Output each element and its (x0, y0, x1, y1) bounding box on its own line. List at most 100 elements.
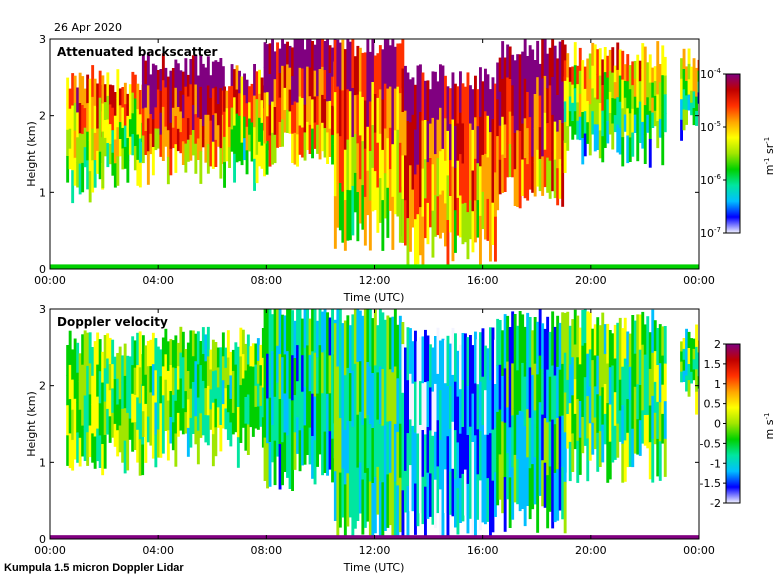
cloud-cell (573, 42, 577, 66)
cloud-cell (523, 118, 527, 159)
cloud-cell (373, 365, 377, 422)
cloud-cell (687, 63, 691, 80)
cloud-cell (144, 84, 148, 109)
cloud-cell (161, 366, 165, 396)
cloud-cell (103, 84, 107, 103)
cloud-cell (171, 422, 175, 451)
cloud-cell (421, 476, 425, 525)
cloud-cell (459, 154, 462, 196)
cloud-cell (68, 364, 72, 400)
cloud-cell (531, 120, 535, 158)
cloud-cell (268, 74, 272, 106)
cloud-cell (273, 309, 277, 354)
cloud-cell (169, 365, 173, 392)
cloud-cell (98, 403, 102, 436)
cloud-cell (648, 368, 652, 406)
cloud-cell (93, 341, 97, 374)
cloud-cell (436, 81, 440, 121)
velocity-colorbar (725, 343, 741, 504)
colorbar-tick-label: 2 (714, 338, 721, 351)
cloud-cell (156, 70, 160, 90)
cloud-cell (338, 363, 342, 419)
cloud-cell (76, 402, 80, 433)
cloud-cell (106, 383, 110, 410)
cloud-cell (154, 107, 158, 129)
cloud-cell (548, 47, 552, 86)
cloud-cell (126, 160, 130, 183)
cloud-cell (496, 62, 500, 100)
cloud-cell (695, 346, 698, 370)
cloud-cell (697, 59, 699, 72)
cloud-cell (206, 385, 210, 416)
cloud-cell (464, 86, 467, 126)
cloud-cell (81, 334, 85, 366)
cloud-cell (591, 391, 595, 424)
cloud-cell (628, 366, 632, 401)
cloud-cell (543, 75, 547, 114)
cloud-cell (318, 99, 322, 130)
cloud-cell (346, 420, 350, 474)
cloud-cell (548, 376, 552, 423)
cloud-cell (409, 465, 412, 512)
cloud-cell (103, 401, 107, 436)
cloud-cell (695, 82, 698, 98)
cloud-cell (368, 51, 372, 102)
cloud-cell (245, 150, 249, 175)
cloud-cell (108, 364, 112, 391)
cloud-cell (643, 324, 647, 356)
cloud-cell (113, 163, 117, 188)
cloud-cell (266, 44, 269, 69)
cloud-cell (363, 148, 367, 198)
cloud-cell (341, 420, 345, 469)
cloud-cell (263, 351, 267, 396)
cloud-cell (371, 39, 375, 83)
cloud-cell (680, 341, 683, 352)
cloud-cell (239, 327, 243, 357)
cloud-cell (258, 141, 261, 167)
cloud-cell (196, 331, 200, 365)
cloud-cell (113, 401, 117, 425)
cloud-cell (144, 403, 148, 434)
cloud-cell (641, 43, 645, 70)
cloud-cell (651, 82, 655, 99)
cloud-cell (164, 126, 168, 147)
cloud-cell (186, 427, 190, 457)
cloud-cell (179, 70, 183, 92)
cloud-cell (88, 363, 92, 395)
cloud-cell (551, 39, 555, 78)
cloud-cell (618, 101, 622, 129)
cloud-cell (271, 351, 274, 389)
cloud-cell (358, 135, 362, 180)
cloud-cell (288, 67, 292, 90)
cloud-cell (568, 67, 572, 83)
cloud-cell (96, 128, 100, 152)
cloud-cell (411, 114, 415, 153)
cloud-cell (196, 75, 200, 97)
cloud-cell (687, 94, 691, 111)
cloud-cell (88, 171, 92, 203)
cloud-cell (181, 118, 185, 142)
cloud-cell (346, 39, 350, 90)
cloud-cell (393, 172, 397, 215)
cloud-cell (166, 103, 170, 131)
cloud-cell (618, 348, 622, 381)
cloud-cell (576, 102, 580, 122)
cloud-cell (419, 112, 422, 161)
cloud-cell (101, 382, 105, 414)
cloud-cell (426, 80, 430, 122)
cloud-cell (206, 114, 210, 145)
cloud-cell (481, 191, 485, 230)
cloud-cell (78, 72, 82, 104)
cloud-cell (626, 365, 630, 400)
cloud-cell (103, 434, 107, 469)
cloud-cell (469, 123, 472, 163)
cloud-cell (656, 41, 660, 69)
cloud-cell (516, 168, 520, 207)
cloud-cell (311, 99, 314, 130)
cloud-cell (459, 71, 462, 114)
cloud-cell (436, 327, 440, 375)
cloud-cell (246, 394, 250, 425)
cloud-cell (459, 433, 462, 479)
cloud-cell (598, 130, 602, 159)
cloud-cell (133, 340, 137, 369)
